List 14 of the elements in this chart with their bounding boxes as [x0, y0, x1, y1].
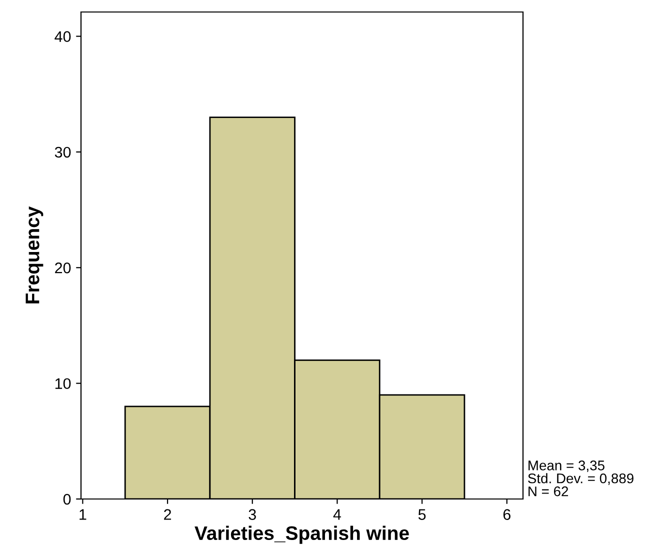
y-tick-label: 0: [63, 494, 71, 505]
x-tick-label: 1: [80, 509, 86, 520]
y-axis-title: Frequency: [26, 206, 44, 304]
x-tick-label: 4: [333, 509, 342, 520]
x-tick-label: 6: [503, 509, 510, 520]
y-tick-label: 40: [54, 31, 71, 42]
x-tick-label: 3: [248, 509, 256, 520]
x-axis-title: Varieties_Spanish wine: [194, 526, 409, 544]
y-tick-label: 10: [55, 378, 71, 390]
x-tick-label: 2: [164, 509, 172, 520]
x-tick-label: 5: [418, 509, 426, 520]
y-tick-label: 20: [55, 262, 71, 274]
text: Mean = 3,35 Std. Dev. = 0,889 N = 62: [528, 460, 634, 496]
y-tick-label: 30: [54, 146, 71, 158]
